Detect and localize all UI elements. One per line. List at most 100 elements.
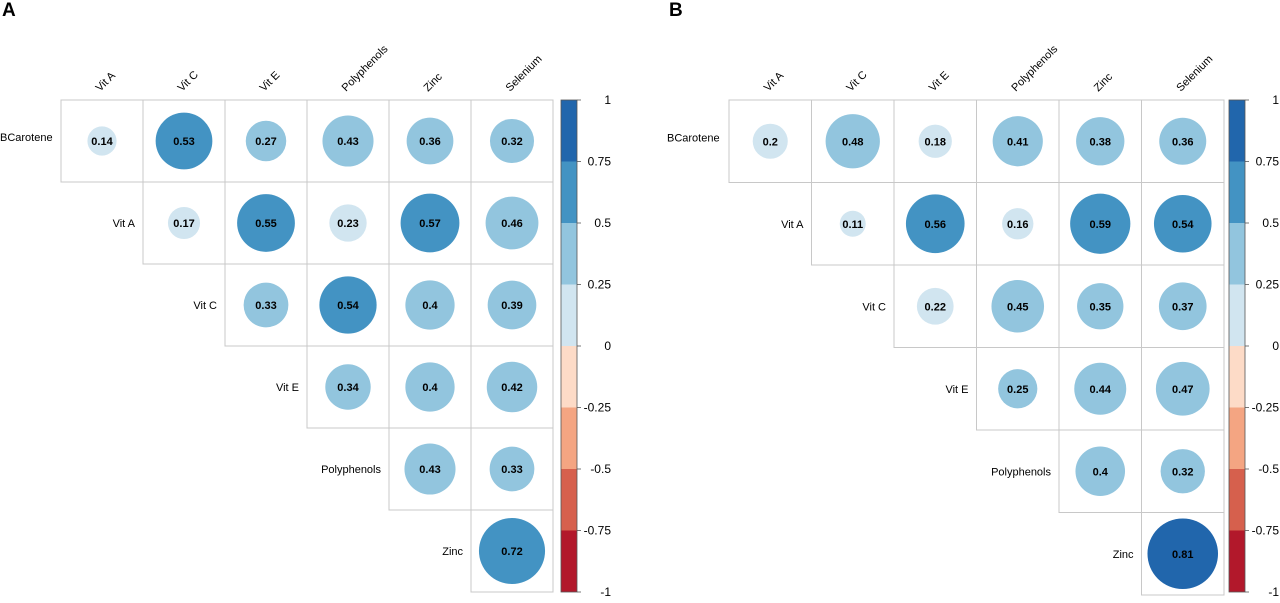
colorbar-tick-label: 0 <box>1272 339 1279 353</box>
correlation-value: 0.37 <box>1172 301 1193 313</box>
correlation-circle <box>486 361 538 413</box>
correlation-value: 0.54 <box>1172 219 1194 231</box>
correlation-value: 0.4 <box>1093 466 1109 478</box>
column-label: Polyphenols <box>1009 43 1060 94</box>
colorbar-tick-label: -1 <box>1268 585 1279 598</box>
correlation-circle <box>1160 449 1205 494</box>
grid-cell <box>224 263 308 347</box>
colorbar-segment <box>1229 407 1245 469</box>
colorbar-tick-label: 0 <box>604 339 611 353</box>
correlation-value: 0.32 <box>501 136 522 148</box>
correlation-value: 0.17 <box>173 218 194 230</box>
row-label: BCarotene <box>667 132 720 144</box>
correlation-value: 0.48 <box>842 136 863 148</box>
correlation-value: 0.27 <box>255 136 276 148</box>
correlation-value: 0.4 <box>422 300 438 312</box>
correlation-value: 0.41 <box>1007 136 1028 148</box>
correlation-value: 0.43 <box>419 464 440 476</box>
row-label: Vit A <box>113 218 136 230</box>
column-label: Zinc <box>1092 71 1116 95</box>
column-label: Selenium <box>1174 53 1215 94</box>
colorbar-segment <box>561 161 577 223</box>
colorbar-tick-label: -0.75 <box>584 524 612 538</box>
correlation-value: 0.43 <box>337 136 358 148</box>
correlation-circle <box>489 118 535 164</box>
correlation-circle <box>400 193 460 253</box>
correlation-circle <box>1159 117 1207 165</box>
correlation-value: 0.42 <box>501 382 522 394</box>
correlation-circle <box>918 124 952 158</box>
correlation-value: 0.47 <box>1172 384 1193 396</box>
correlation-value: 0.55 <box>255 218 276 230</box>
row-label: BCarotene <box>0 132 53 144</box>
column-label: Vit C <box>844 69 869 94</box>
colorbar-tick-label: 1 <box>1272 93 1279 107</box>
row-label: Vit C <box>193 300 217 312</box>
correlation-circle <box>1153 194 1212 253</box>
correlation-circle <box>405 362 455 412</box>
colorbar-segment <box>1229 530 1245 592</box>
correlation-circle <box>991 279 1045 333</box>
colorbar-segment <box>1229 346 1245 408</box>
correlation-value: 0.32 <box>1172 466 1193 478</box>
colorbar-tick-label: 0.5 <box>594 216 611 230</box>
correlation-circle <box>322 115 374 167</box>
correlation-value: 0.38 <box>1090 136 1111 148</box>
correlation-circle <box>752 123 788 159</box>
correlation-value: 0.14 <box>91 136 113 148</box>
correlation-value: 0.23 <box>337 218 358 230</box>
colorbar-tick-label: 0.5 <box>1262 216 1279 230</box>
correlation-circle <box>489 446 535 492</box>
column-label: Zinc <box>422 71 446 95</box>
colorbar-segment <box>561 284 577 346</box>
colorbar-tick-label: -0.75 <box>1252 524 1280 538</box>
correlation-circle <box>404 443 456 495</box>
correlation-circle <box>1158 282 1207 331</box>
panel-a: A Vit A Vit C Vit E Polyphenols Zinc Selenium B… <box>0 0 612 599</box>
colorbar-segment <box>1229 100 1245 162</box>
colorbar-segment <box>1229 223 1245 285</box>
correlation-value: 0.53 <box>173 136 194 148</box>
row-label: Zinc <box>1113 549 1134 561</box>
row-label: Zinc <box>442 546 463 558</box>
row-label: Vit A <box>781 219 804 231</box>
correlation-value: 0.16 <box>1007 219 1028 231</box>
colorbar-tick-label: -0.25 <box>584 401 612 415</box>
colorbar-tick-label: 0.75 <box>588 155 612 169</box>
column-label: Vit A <box>762 69 787 94</box>
correlation-value: 0.2 <box>763 136 778 148</box>
correlation-value: 0.59 <box>1090 219 1111 231</box>
correlation-circle <box>998 369 1038 409</box>
column-label: Vit A <box>94 69 119 94</box>
correlation-value: 0.22 <box>925 301 946 313</box>
correlation-circle <box>167 206 201 240</box>
correlation-value: 0.46 <box>501 218 522 230</box>
correlation-value: 0.11 <box>842 219 863 231</box>
row-label: Polyphenols <box>991 466 1051 478</box>
column-label: Vit E <box>927 69 952 94</box>
correlation-circle <box>406 117 454 165</box>
correlation-circle <box>87 126 117 156</box>
correlation-circle <box>1002 208 1034 240</box>
colorbar-tick-label: -1 <box>600 585 611 598</box>
correlation-circle <box>319 276 377 334</box>
column-label: Selenium <box>504 53 545 94</box>
correlation-circle <box>478 517 546 585</box>
correlation-circle <box>1077 283 1124 330</box>
row-label: Vit E <box>945 384 968 396</box>
correlation-circle <box>825 114 880 169</box>
correlation-value: 0.33 <box>255 300 276 312</box>
correlation-circle <box>916 287 954 325</box>
colorbar-tick-label: -0.5 <box>590 462 611 476</box>
correlation-value: 0.18 <box>925 136 946 148</box>
colorbar-segment <box>1229 284 1245 346</box>
colorbar-segment <box>561 469 577 531</box>
correlation-value: 0.45 <box>1007 301 1028 313</box>
colorbar-segment <box>561 346 577 408</box>
correlation-circle <box>1155 361 1210 416</box>
colorbar-tick-label: -0.25 <box>1252 401 1280 415</box>
correlation-value: 0.36 <box>1172 136 1193 148</box>
row-label: Polyphenols <box>321 464 381 476</box>
correlation-circle <box>243 282 289 328</box>
column-label: Vit C <box>176 69 201 94</box>
